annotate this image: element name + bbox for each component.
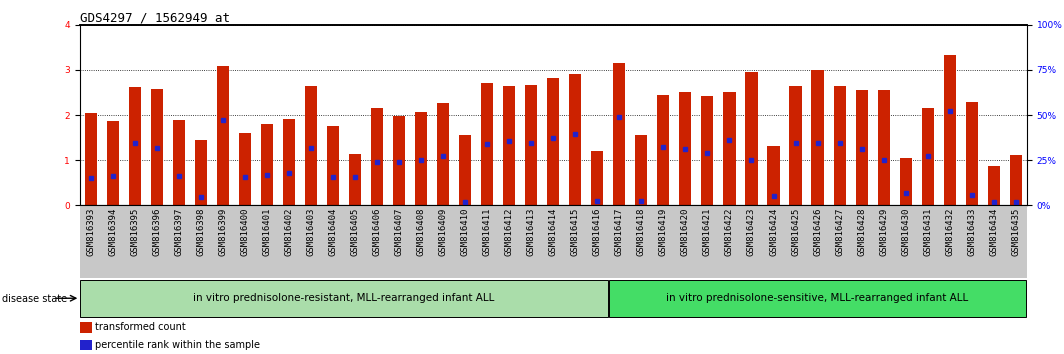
Bar — [592, 151, 603, 205]
Text: GSM816420: GSM816420 — [681, 207, 689, 256]
Text: GSM816415: GSM816415 — [570, 207, 580, 256]
Bar — [261, 124, 273, 205]
Bar — [129, 87, 140, 205]
Bar — [613, 63, 626, 205]
Bar — [172, 120, 185, 205]
Text: disease state: disease state — [2, 294, 67, 304]
Text: GSM816405: GSM816405 — [350, 207, 360, 256]
Text: GSM816398: GSM816398 — [197, 207, 205, 256]
Text: GSM816401: GSM816401 — [263, 207, 271, 256]
Bar — [609, 280, 1027, 316]
Text: percentile rank within the sample: percentile rank within the sample — [95, 340, 260, 350]
Text: in vitro prednisolone-sensitive, MLL-rearranged infant ALL: in vitro prednisolone-sensitive, MLL-rea… — [666, 293, 968, 303]
Bar — [371, 108, 383, 205]
Text: GSM816428: GSM816428 — [858, 207, 866, 256]
Text: GSM816394: GSM816394 — [109, 207, 117, 256]
Text: GSM816400: GSM816400 — [240, 207, 249, 256]
Bar — [503, 86, 515, 205]
Bar — [1010, 155, 1021, 205]
Text: GSM816423: GSM816423 — [747, 207, 757, 256]
Bar — [195, 140, 207, 205]
Bar — [481, 82, 494, 205]
Bar — [746, 72, 758, 205]
Bar — [921, 108, 934, 205]
Bar — [547, 78, 560, 205]
Text: GSM816419: GSM816419 — [659, 207, 668, 256]
Bar — [789, 86, 801, 205]
Text: GSM816416: GSM816416 — [593, 207, 602, 256]
Bar — [966, 102, 978, 205]
Text: GSM816410: GSM816410 — [461, 207, 469, 256]
Text: GSM816396: GSM816396 — [152, 207, 162, 256]
Text: GSM816430: GSM816430 — [901, 207, 910, 256]
Text: GSM816395: GSM816395 — [131, 207, 139, 256]
Text: GSM816393: GSM816393 — [86, 207, 96, 256]
Bar — [724, 92, 735, 205]
Text: GSM816404: GSM816404 — [329, 207, 337, 256]
Text: GSM816402: GSM816402 — [284, 207, 294, 256]
Bar — [833, 86, 846, 205]
Bar — [944, 55, 955, 205]
Bar — [987, 166, 1000, 205]
Bar — [305, 86, 317, 205]
Bar — [679, 92, 692, 205]
Bar — [635, 135, 647, 205]
Bar — [151, 89, 163, 205]
Text: GSM816407: GSM816407 — [395, 207, 403, 256]
Text: transformed count: transformed count — [95, 322, 186, 332]
Text: GSM816411: GSM816411 — [483, 207, 492, 256]
Bar — [526, 85, 537, 205]
Bar — [327, 126, 339, 205]
Text: GSM816403: GSM816403 — [306, 207, 316, 256]
Bar — [106, 121, 119, 205]
Bar — [349, 154, 361, 205]
Text: GSM816418: GSM816418 — [637, 207, 646, 256]
Text: GSM816433: GSM816433 — [967, 207, 976, 256]
Text: GSM816429: GSM816429 — [879, 207, 888, 256]
Text: GSM816413: GSM816413 — [527, 207, 536, 256]
Bar — [767, 146, 780, 205]
Text: GSM816406: GSM816406 — [372, 207, 382, 256]
Text: in vitro prednisolone-resistant, MLL-rearranged infant ALL: in vitro prednisolone-resistant, MLL-rea… — [194, 293, 495, 303]
Text: GSM816422: GSM816422 — [725, 207, 734, 256]
Text: GSM816425: GSM816425 — [791, 207, 800, 256]
Bar — [658, 95, 669, 205]
Bar — [85, 113, 97, 205]
Bar — [283, 119, 295, 205]
Bar — [437, 103, 449, 205]
Text: GSM816412: GSM816412 — [504, 207, 514, 256]
Bar — [80, 322, 92, 333]
Text: GSM816421: GSM816421 — [703, 207, 712, 256]
Bar — [812, 70, 824, 205]
Bar — [80, 340, 92, 350]
Text: GSM816417: GSM816417 — [615, 207, 624, 256]
Text: GSM816399: GSM816399 — [218, 207, 228, 256]
Text: GSM816408: GSM816408 — [417, 207, 426, 256]
Text: GSM816432: GSM816432 — [945, 207, 954, 256]
Bar — [217, 66, 229, 205]
Bar — [80, 280, 608, 316]
Text: GSM816424: GSM816424 — [769, 207, 778, 256]
Bar — [415, 112, 428, 205]
Text: GSM816435: GSM816435 — [1011, 207, 1020, 256]
Text: GSM816434: GSM816434 — [990, 207, 998, 256]
Bar — [899, 158, 912, 205]
Text: GSM816431: GSM816431 — [924, 207, 932, 256]
Bar — [239, 133, 251, 205]
Text: GSM816409: GSM816409 — [438, 207, 448, 256]
Bar — [460, 135, 471, 205]
Text: GSM816427: GSM816427 — [835, 207, 844, 256]
Bar — [393, 116, 405, 205]
Text: GSM816426: GSM816426 — [813, 207, 822, 256]
Text: GSM816397: GSM816397 — [174, 207, 183, 256]
Bar — [878, 90, 890, 205]
Bar — [569, 74, 581, 205]
Text: GDS4297 / 1562949_at: GDS4297 / 1562949_at — [80, 11, 230, 24]
Bar — [855, 90, 867, 205]
Text: GSM816414: GSM816414 — [549, 207, 558, 256]
Bar — [701, 96, 714, 205]
